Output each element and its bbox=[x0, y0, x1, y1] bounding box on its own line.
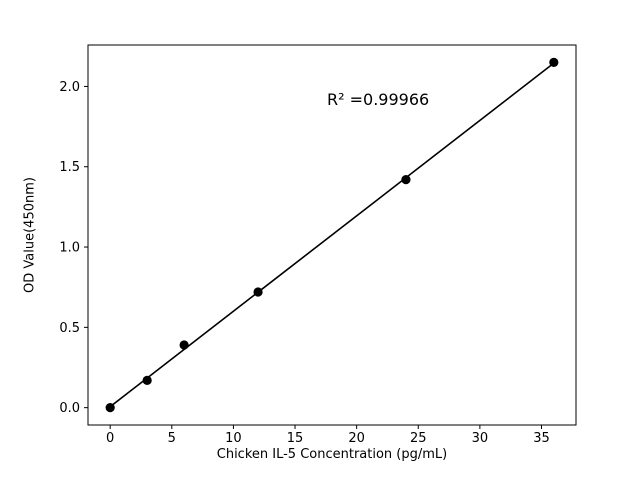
data-point bbox=[179, 340, 189, 350]
y-tick-label: 1.5 bbox=[59, 160, 80, 175]
x-tick-label: 10 bbox=[225, 431, 242, 446]
x-tick-label: 0 bbox=[106, 431, 114, 446]
y-tick-label: 0.0 bbox=[59, 401, 80, 416]
r-squared-annotation: R² =0.99966 bbox=[327, 90, 430, 109]
fit-line bbox=[109, 62, 555, 408]
x-tick-label: 5 bbox=[168, 431, 176, 446]
x-tick-label: 15 bbox=[287, 431, 304, 446]
data-point bbox=[253, 287, 263, 297]
x-tick-label: 25 bbox=[410, 431, 427, 446]
x-tick-label: 20 bbox=[348, 431, 365, 446]
data-point bbox=[401, 174, 411, 185]
x-tick-label: 30 bbox=[472, 431, 489, 446]
y-tick-label: 1.0 bbox=[59, 241, 80, 256]
y-tick-label: 0.5 bbox=[59, 321, 80, 336]
x-tick-label: 35 bbox=[533, 431, 550, 446]
data-point bbox=[105, 403, 115, 413]
y-tick-label: 2.0 bbox=[59, 80, 80, 95]
axes-spines bbox=[87, 44, 577, 426]
y-axis-label: OD Value(450nm) bbox=[22, 177, 38, 293]
data-point bbox=[549, 57, 559, 67]
x-axis-label: Chicken IL-5 Concentration (pg/mL) bbox=[216, 447, 448, 462]
data-point bbox=[142, 375, 152, 385]
